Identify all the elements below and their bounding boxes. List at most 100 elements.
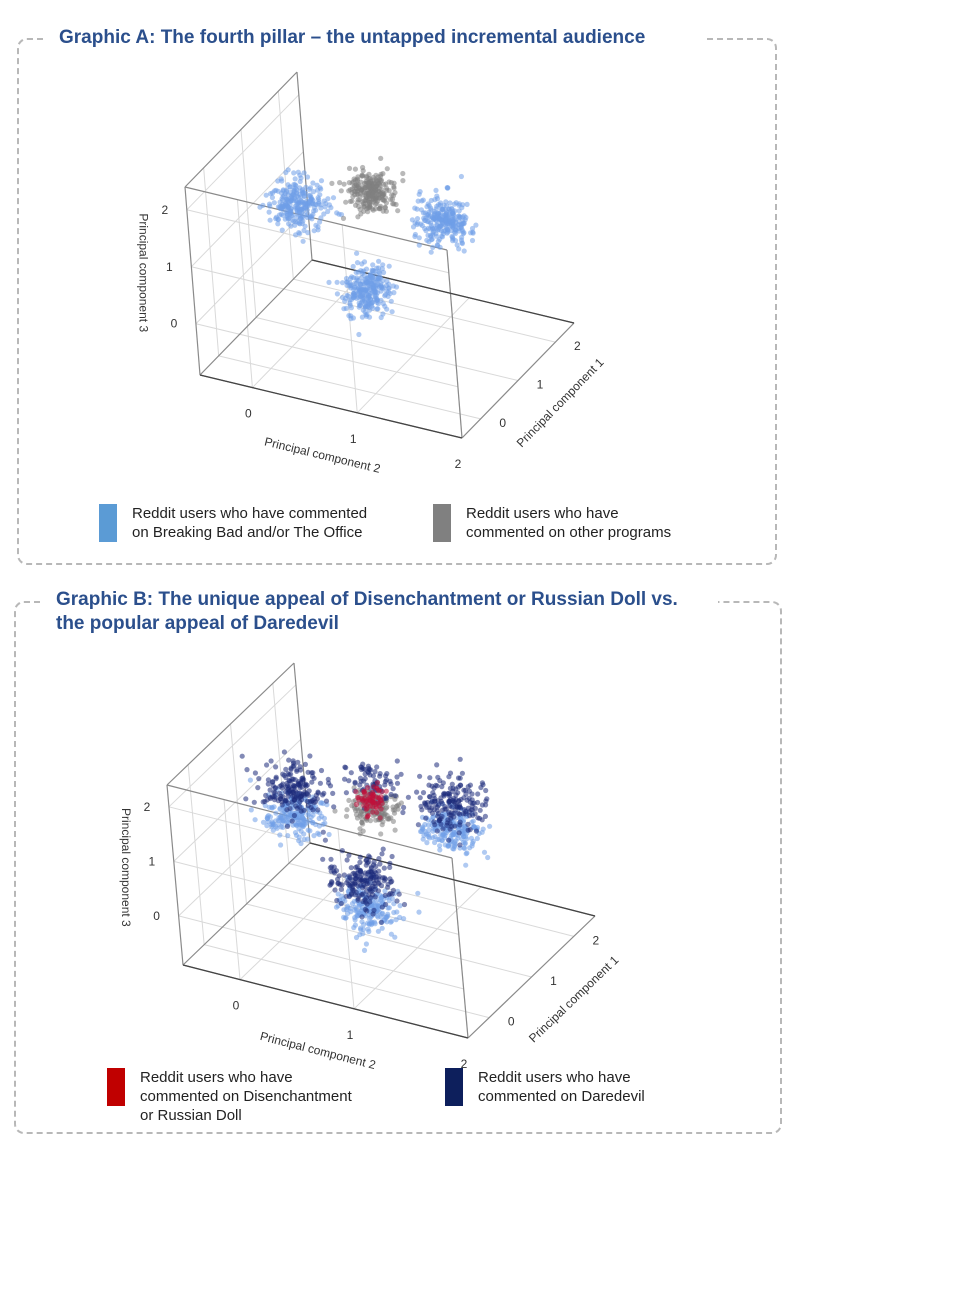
data-point: [260, 799, 266, 805]
data-point: [463, 834, 469, 840]
data-point: [376, 856, 382, 862]
data-point: [379, 789, 385, 795]
data-point: [415, 822, 421, 828]
data-point: [389, 309, 395, 315]
data-point: [440, 826, 446, 832]
data-point: [351, 184, 357, 190]
data-point: [370, 792, 376, 798]
data-point: [349, 198, 355, 204]
data-point: [353, 934, 360, 941]
data-point: [372, 886, 378, 893]
legend-swatch: [107, 1068, 125, 1106]
data-point: [322, 837, 328, 843]
data-point: [425, 232, 431, 238]
data-point: [334, 291, 340, 297]
data-point: [372, 894, 378, 900]
data-point: [310, 189, 317, 195]
data-point: [375, 174, 381, 180]
data-point: [305, 803, 311, 809]
data-point: [263, 792, 269, 799]
data-point: [415, 890, 421, 896]
data-point: [380, 190, 386, 196]
grid-line: [203, 167, 220, 356]
data-point: [389, 918, 395, 924]
data-point: [381, 811, 387, 818]
data-point: [432, 834, 438, 840]
y-tick-label: 1: [550, 974, 557, 988]
data-point: [442, 806, 448, 812]
data-point: [285, 833, 291, 839]
x-tick-label: 2: [455, 457, 462, 471]
data-point: [429, 222, 435, 229]
data-point: [352, 904, 358, 910]
data-point: [288, 223, 294, 229]
data-point: [277, 832, 283, 838]
data-point: [308, 770, 315, 776]
data-point: [304, 174, 311, 180]
data-point: [354, 260, 361, 266]
data-point: [275, 221, 281, 227]
grid-line: [246, 903, 532, 978]
data-point: [301, 227, 307, 234]
data-point: [315, 195, 321, 201]
data-point: [354, 277, 360, 283]
data-point: [364, 814, 370, 820]
data-point: [451, 222, 457, 228]
data-point: [343, 199, 349, 205]
data-point: [378, 919, 384, 926]
data-point: [302, 761, 308, 768]
data-point: [465, 821, 471, 828]
data-point: [348, 770, 354, 776]
data-point: [424, 840, 430, 846]
data-point: [382, 888, 388, 894]
grid-line: [191, 266, 454, 331]
data-point: [391, 185, 397, 191]
data-point: [393, 917, 399, 923]
data-point: [341, 306, 347, 312]
data-point: [383, 901, 389, 908]
data-point: [412, 231, 418, 238]
data-point: [271, 789, 277, 796]
data-point: [394, 803, 400, 809]
data-point: [450, 238, 456, 244]
data-point: [364, 901, 370, 907]
data-point: [462, 840, 468, 846]
data-point: [348, 316, 354, 322]
data-point: [269, 819, 275, 825]
data-point: [433, 802, 439, 808]
y-axis-title: Principal component 1: [526, 953, 622, 1046]
z-axis-title: Principal component 3: [136, 213, 150, 332]
data-point: [298, 793, 304, 800]
data-point: [426, 831, 432, 837]
data-point: [293, 232, 299, 238]
data-point: [379, 851, 385, 857]
data-point: [314, 796, 320, 802]
data-point: [358, 925, 364, 931]
data-point: [279, 811, 285, 817]
data-point: [360, 828, 366, 834]
data-point: [294, 187, 300, 193]
data-point: [289, 217, 295, 223]
data-point: [353, 864, 359, 870]
y-tick-label: 2: [592, 933, 599, 947]
data-point: [295, 782, 302, 788]
data-point: [372, 294, 378, 300]
z-tick-label: 0: [171, 317, 178, 331]
data-point: [374, 809, 380, 816]
data-point: [260, 819, 267, 825]
data-point: [434, 828, 440, 834]
data-point: [265, 818, 271, 825]
data-point: [394, 909, 400, 915]
data-point: [286, 757, 292, 763]
data-point: [305, 827, 311, 833]
data-point: [382, 778, 388, 785]
data-point: [305, 201, 311, 207]
data-point: [313, 207, 319, 213]
data-point: [368, 922, 374, 928]
data-point: [283, 187, 290, 193]
axis-frame-line: [166, 662, 295, 786]
data-point: [387, 860, 393, 866]
data-point: [287, 184, 293, 190]
data-point: [291, 170, 297, 176]
data-point: [311, 228, 317, 234]
